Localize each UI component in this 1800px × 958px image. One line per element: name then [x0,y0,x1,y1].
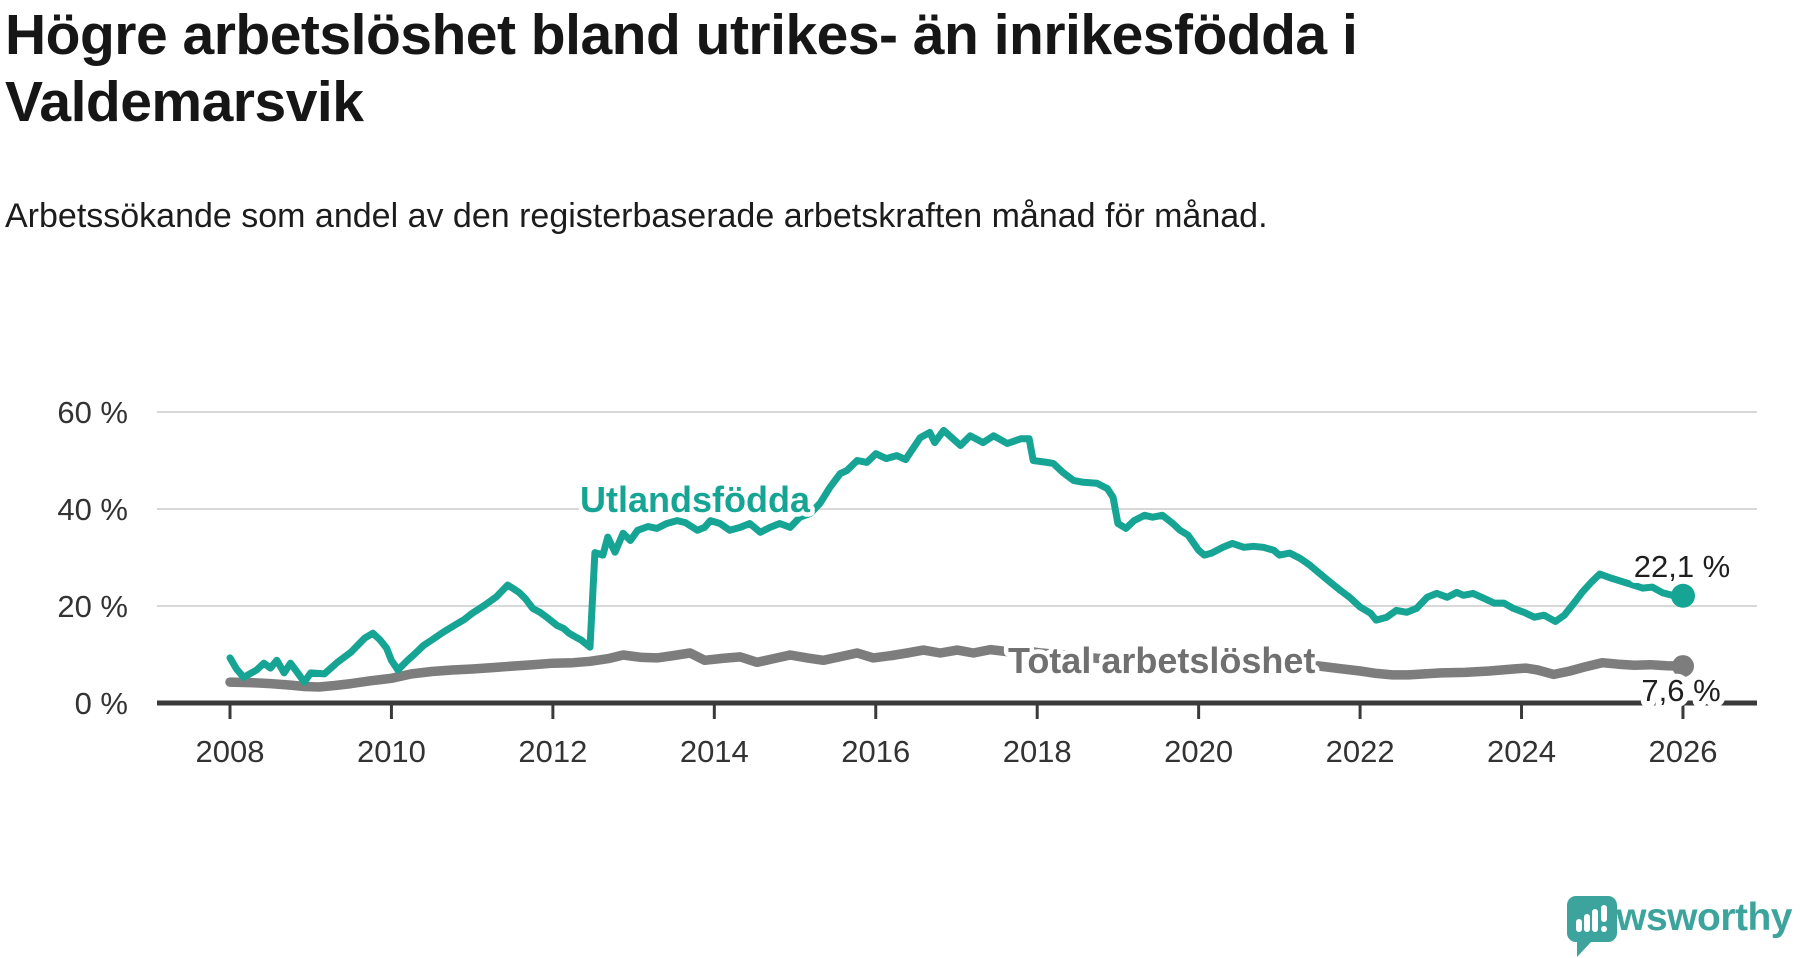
svg-text:2014: 2014 [680,734,749,769]
series-line-utlandsfodda [226,426,1687,686]
series-end-dot-total [1672,655,1694,678]
end-value-label-total: 7,6 % [1641,673,1720,708]
series-label-total-arbetsloshet: Total arbetslöshet [1008,640,1315,681]
svg-text:2024: 2024 [1487,734,1556,769]
chart-subtitle: Arbetssökande som andel av den registerb… [5,197,1268,235]
svg-text:2026: 2026 [1648,734,1717,769]
svg-text:2018: 2018 [1003,734,1072,769]
svg-text:0 %: 0 % [75,686,128,721]
series-end-dot-utlandsfodda [1671,583,1695,608]
svg-text:20 %: 20 % [57,589,128,624]
svg-text:2008: 2008 [196,734,265,769]
newsworthy-logo: Newsworthy [1567,896,1792,957]
svg-text:2022: 2022 [1326,734,1395,769]
svg-text:2016: 2016 [841,734,910,769]
end-value-label-utlandsfodda: 22,1 % [1634,549,1731,584]
svg-text:2020: 2020 [1164,734,1233,769]
y-gridlines [157,411,1757,607]
svg-text:2010: 2010 [357,734,426,769]
page-title: Högre arbetslöshet bland utrikes- än inr… [5,3,1358,134]
svg-text:60 %: 60 % [57,395,128,430]
x-axis-tick-labels: 2008 2010 2012 2014 2016 2018 2020 2022 2024 2026 [196,734,1718,769]
x-axis [157,700,1757,719]
y-axis-tick-labels: 0 % 20 % 40 % 60 % [57,395,128,721]
newsworthy-logo-icon [1567,896,1618,957]
svg-text:40 %: 40 % [57,492,128,527]
series-label-utlandsfodda: Utlandsfödda [580,479,811,520]
svg-text:2012: 2012 [518,734,587,769]
series-line-total-arbetsloshet [225,644,1688,692]
